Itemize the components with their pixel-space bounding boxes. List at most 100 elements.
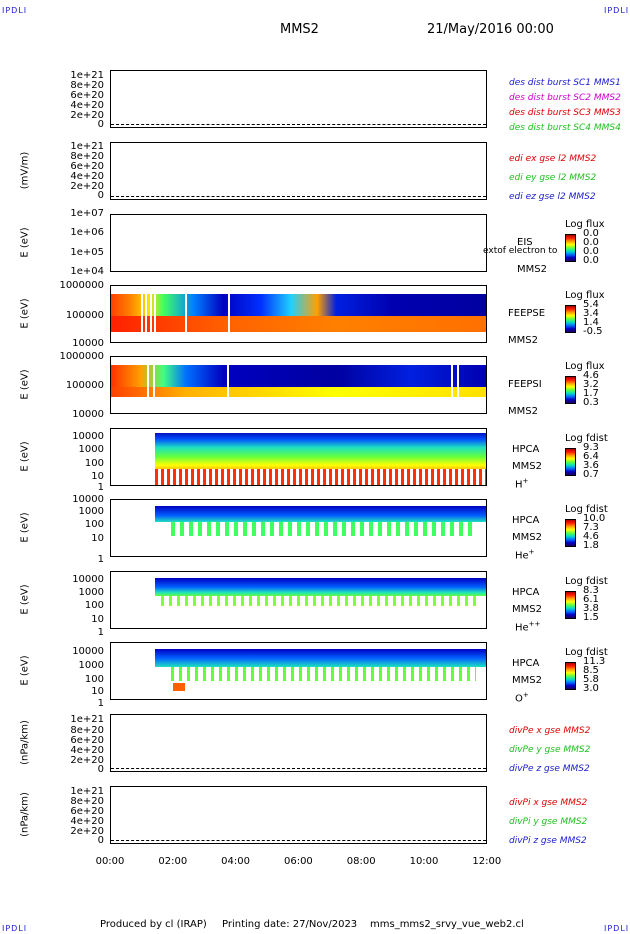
y-tick-label: 1000	[78, 506, 104, 517]
colorbar-value: 3.2	[583, 379, 599, 390]
instrument-label: HPCA	[512, 658, 540, 669]
species-name: H	[515, 479, 523, 491]
legend-entry: des dist burst SC4 MMS4	[509, 123, 621, 133]
y-tick-label: 10000	[72, 646, 104, 657]
instrument-label: MMS2	[508, 406, 538, 417]
y-tick-label: 1e+06	[70, 227, 104, 238]
y-axis-label: E (eV)	[19, 441, 31, 472]
corner-label-bl: IPDLI	[2, 924, 28, 933]
y-axis-label: E (eV)	[19, 584, 31, 615]
panel-edi-e-gse	[110, 142, 487, 200]
colorbar-title: Log flux	[565, 290, 605, 301]
y-tick-label: 0	[97, 764, 104, 775]
instrument-label: EIS	[517, 237, 533, 248]
colorbar-value: 1.8	[583, 540, 599, 551]
legend-entry: divPe x gse MMS2	[509, 726, 591, 736]
species-label: He++	[515, 620, 540, 633]
colorbar-value: 7.3	[583, 522, 599, 533]
y-axis-label: (mV/m)	[19, 151, 31, 190]
y-tick-label: 10	[91, 533, 104, 544]
panel-hpca-he1	[110, 499, 487, 557]
y-tick-label: 2e+20	[70, 755, 104, 766]
colorbar-value: 1.7	[583, 388, 599, 399]
panel-feeps-i	[110, 356, 487, 414]
y-tick-label: 1000	[78, 587, 104, 598]
panel-hpca-h	[110, 428, 487, 486]
y-tick-label: 2e+20	[70, 181, 104, 192]
instrument-label: MMS2	[508, 335, 538, 346]
y-tick-label: 10000	[72, 409, 104, 420]
instrument-label: HPCA	[512, 587, 540, 598]
panel-divpe	[110, 714, 487, 772]
species-name: He	[515, 550, 529, 562]
colorbar	[565, 448, 576, 476]
instrument-label: MMS2	[512, 532, 542, 543]
instrument-label: HPCA	[512, 515, 540, 526]
colorbar-value: 4.6	[583, 370, 599, 381]
y-tick-label: 1e+05	[70, 247, 104, 258]
colorbar-value: -0.5	[583, 326, 603, 337]
y-tick-label: 2e+20	[70, 110, 104, 121]
instrument-label: MMS2	[512, 675, 542, 686]
spectrogram-block	[111, 387, 486, 397]
colorbar-value: 11.3	[583, 656, 606, 667]
colorbar-title: Log flux	[565, 361, 605, 372]
colorbar-value: 0.0	[583, 246, 599, 257]
colorbar-value: 3.6	[583, 460, 599, 471]
species-charge: ++	[528, 620, 541, 628]
colorbar-value: 3.4	[583, 308, 599, 319]
legend-entry: edi ez gse l2 MMS2	[509, 192, 596, 202]
y-tick-label: 6e+20	[70, 735, 104, 746]
colorbar-title: Log flux	[565, 219, 605, 230]
y-tick-label: 100000	[65, 310, 104, 321]
x-tick-label: 12:00	[472, 856, 502, 867]
colorbar-value: 0.0	[583, 237, 599, 248]
colorbar	[565, 662, 576, 690]
colorbar-value: 4.6	[583, 531, 599, 542]
legend-entry: edi ex gse l2 MMS2	[509, 154, 597, 164]
x-tick-label: 08:00	[346, 856, 376, 867]
spectrogram-block	[111, 316, 486, 332]
instrument-label: FEEPSI	[508, 379, 542, 390]
y-axis-label: E (eV)	[19, 655, 31, 686]
colorbar-value: 1.4	[583, 317, 599, 328]
colorbar-value: 0.3	[583, 397, 599, 408]
instrument-label: MMS2	[512, 604, 542, 615]
panel-feeps-e	[110, 285, 487, 343]
y-tick-label: 1000000	[59, 351, 104, 362]
y-tick-label: 0	[97, 119, 104, 130]
spectrogram-block	[171, 667, 476, 681]
y-axis-label: E (eV)	[19, 512, 31, 543]
spectrogram-block	[150, 294, 152, 332]
colorbar-value: 8.3	[583, 585, 599, 596]
colorbar-value: 5.4	[583, 299, 599, 310]
zero-line	[111, 196, 486, 197]
y-tick-label: 2e+20	[70, 826, 104, 837]
species-charge: +	[528, 548, 535, 556]
colorbar-value: 0.0	[583, 228, 599, 239]
legend-entry: des dist burst SC2 MMS2	[509, 93, 621, 103]
y-axis-label: E (eV)	[19, 227, 31, 258]
x-tick-label: 00:00	[95, 856, 125, 867]
colorbar-value: 6.4	[583, 451, 599, 462]
colorbar-value: 0.7	[583, 469, 599, 480]
footer-script: mms_mms2_srvy_vue_web2.cl	[370, 919, 524, 930]
y-tick-label: 4e+20	[70, 100, 104, 111]
y-tick-label: 100000	[65, 380, 104, 391]
y-tick-label: 10	[91, 614, 104, 625]
y-tick-label: 1e+07	[70, 208, 104, 219]
spectrogram-block	[154, 294, 156, 332]
colorbar-value: 5.8	[583, 674, 599, 685]
y-tick-label: 1000	[78, 444, 104, 455]
spectrogram-block	[173, 683, 185, 691]
y-tick-label: 100	[84, 458, 104, 469]
spectrogram-block	[155, 578, 486, 596]
instrument-label: HPCA	[512, 444, 540, 455]
colorbar	[565, 376, 576, 404]
colorbar-value: 1.5	[583, 612, 599, 623]
date-title: 21/May/2016 00:00	[427, 22, 554, 37]
instrument-label: MMS2	[517, 264, 547, 275]
corner-label-tr: IPDLI	[604, 6, 630, 15]
y-tick-label: 8e+20	[70, 725, 104, 736]
colorbar-title: Log fdist	[565, 504, 608, 515]
